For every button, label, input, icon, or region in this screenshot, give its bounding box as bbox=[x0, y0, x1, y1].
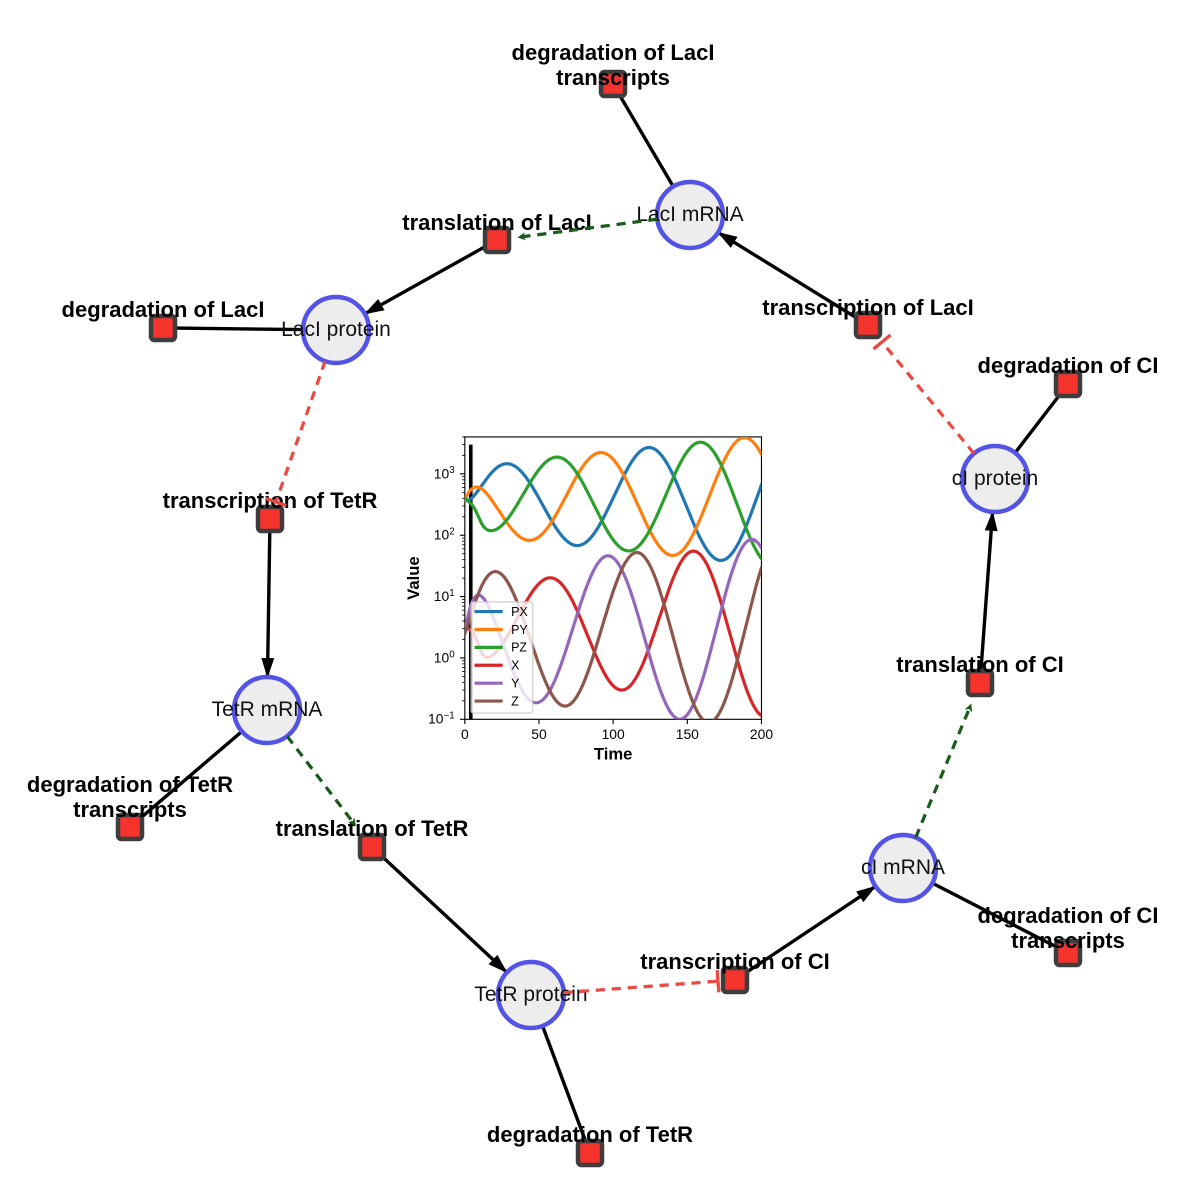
svg-text:PY: PY bbox=[511, 623, 528, 637]
svg-text:PZ: PZ bbox=[511, 641, 527, 655]
svg-text:Time: Time bbox=[594, 745, 633, 764]
svg-text:50: 50 bbox=[531, 726, 547, 742]
svg-text:0: 0 bbox=[461, 726, 469, 742]
svg-text:100: 100 bbox=[602, 726, 625, 742]
svg-text:X: X bbox=[511, 659, 520, 673]
svg-text:150: 150 bbox=[676, 726, 699, 742]
svg-text:Z: Z bbox=[511, 694, 519, 708]
svg-text:Y: Y bbox=[511, 677, 520, 691]
svg-text:200: 200 bbox=[750, 726, 773, 742]
svg-text:Value: Value bbox=[404, 556, 423, 600]
svg-text:PX: PX bbox=[511, 605, 528, 619]
